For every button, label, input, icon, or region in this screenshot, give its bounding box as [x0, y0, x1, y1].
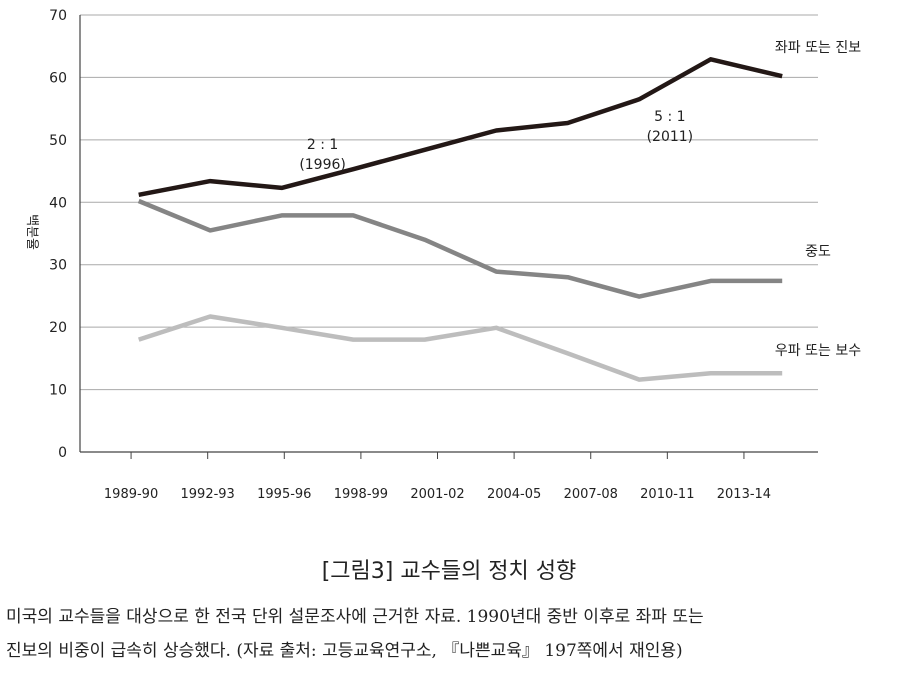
- y-tick-label: 40: [49, 195, 67, 211]
- series-line-1: [138, 57, 783, 198]
- y-tick-label: 70: [49, 8, 67, 24]
- y-tick-label: 50: [49, 133, 67, 149]
- x-tick-label: 2001-02: [410, 487, 464, 502]
- x-tick-label: 2004-05: [487, 487, 541, 502]
- x-tick-label: 1989-90: [104, 487, 158, 502]
- figure-caption: 미국의 교수들을 대상으로 한 전국 단위 설문조사에 근거한 자료. 1990…: [6, 600, 892, 668]
- annotation-ratio-2: 5 : 1: [654, 109, 685, 125]
- series-lines: [137, 57, 783, 382]
- caption-line-2: 진보의 비중이 급속히 상승했다. (자료 출처: 고등교육연구소, 『나쁜교육…: [6, 641, 683, 661]
- caption-line-1: 미국의 교수들을 대상으로 한 전국 단위 설문조사에 근거한 자료. 1990…: [6, 607, 704, 627]
- annotation-year-2: (2011): [647, 129, 694, 145]
- x-tick-label: 2007-08: [564, 487, 618, 502]
- y-tick-label: 60: [49, 70, 67, 86]
- gridlines: [80, 14, 818, 391]
- figure-title: [그림3] 교수들의 정치 성향: [321, 559, 577, 584]
- series-line-2: [137, 198, 783, 299]
- chart: 0 10 20 30 40 50 60 70 1989-90 1992-93 1995-96 199…: [24, 8, 861, 502]
- y-tick-label: 20: [49, 320, 67, 336]
- series-label-2: 중도: [805, 244, 831, 260]
- x-tick-label: 1995-96: [257, 487, 311, 502]
- series-label-3: 우파 또는 보수: [775, 343, 861, 359]
- x-tick-label: 1992-93: [181, 487, 235, 502]
- x-tick-label: 2013-14: [717, 487, 771, 502]
- series-line-3: [138, 314, 783, 382]
- y-tick-label: 0: [58, 445, 67, 461]
- y-tick-label: 30: [49, 258, 67, 274]
- series-label-1: 좌파 또는 진보: [775, 40, 861, 56]
- x-tick-label: 2010-11: [640, 487, 694, 502]
- annotations: 2 : 1 (1996) 5 : 1 (2011): [299, 109, 693, 173]
- y-axis-label: 백분율: [24, 214, 39, 250]
- y-tick-label: 10: [49, 383, 67, 399]
- x-axis: 1989-90 1992-93 1995-96 1998-99 2001-02 2004-…: [79, 15, 818, 502]
- y-axis-ticks: 0 10 20 30 40 50 60 70: [49, 8, 67, 461]
- annotation-year-1: (1996): [299, 157, 346, 173]
- x-tick-label: 1998-99: [334, 487, 388, 502]
- annotation-ratio-1: 2 : 1: [307, 137, 338, 153]
